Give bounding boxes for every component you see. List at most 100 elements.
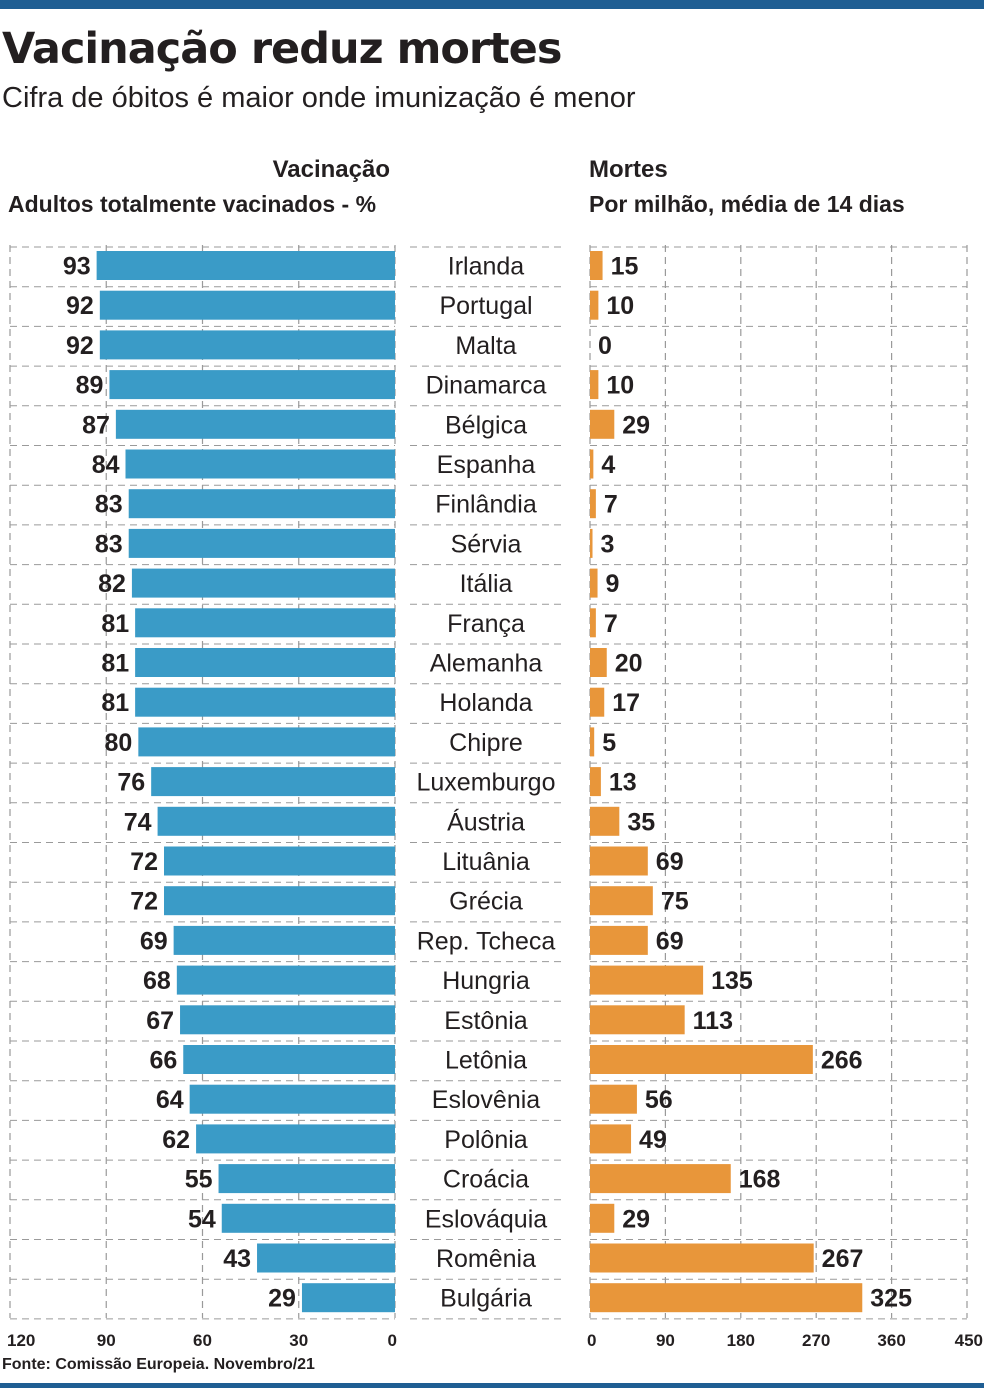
vaccination-bar — [189, 1084, 395, 1114]
deaths-value-label: 10 — [606, 292, 634, 320]
deaths-value-label: 0 — [598, 332, 612, 360]
deaths-value-label: 69 — [656, 848, 684, 876]
vaccination-bar — [218, 1164, 395, 1194]
country-label: Itália — [460, 570, 513, 598]
country-label: Romênia — [436, 1245, 536, 1273]
vaccination-value-label: 68 — [143, 967, 171, 995]
country-label: França — [447, 610, 525, 638]
vaccination-value-label: 29 — [268, 1285, 296, 1313]
vaccination-bar — [109, 370, 395, 400]
deaths-tick-label: 90 — [656, 1331, 675, 1350]
country-label: Estônia — [444, 1007, 527, 1035]
vaccination-value-label: 82 — [98, 570, 126, 598]
deaths-bar — [590, 886, 653, 916]
deaths-bar — [590, 648, 607, 677]
deaths-value-label: 7 — [604, 610, 618, 638]
country-label: Holanda — [439, 689, 532, 717]
deaths-value-label: 35 — [627, 808, 655, 836]
deaths-value-label: 10 — [606, 372, 634, 400]
deaths-value-label: 69 — [656, 927, 684, 955]
deaths-value-label: 29 — [622, 411, 650, 439]
country-label: Bélgica — [445, 411, 527, 439]
deaths-value-label: 3 — [601, 530, 615, 558]
chart-title: Vacinação reduz mortes — [2, 24, 562, 74]
deaths-value-label: 49 — [639, 1126, 667, 1154]
deaths-value-label: 168 — [739, 1166, 781, 1194]
vaccination-value-label: 84 — [92, 451, 120, 479]
deaths-value-label: 9 — [606, 570, 620, 598]
deaths-bar — [590, 489, 596, 519]
vaccination-bar — [99, 330, 395, 360]
country-label: Portugal — [439, 292, 532, 320]
vaccination-tick-label: 60 — [193, 1331, 212, 1350]
deaths-bar — [590, 251, 603, 280]
deaths-bar — [590, 370, 599, 400]
vaccination-bar — [301, 1283, 395, 1313]
deaths-value-label: 113 — [693, 1007, 733, 1035]
vaccination-value-label: 81 — [101, 689, 129, 717]
vaccination-bar — [131, 568, 395, 598]
country-label: Eslováquia — [425, 1205, 547, 1233]
country-label: Sérvia — [451, 530, 522, 558]
vaccination-value-label: 72 — [130, 888, 158, 916]
deaths-bar — [590, 925, 648, 955]
deaths-value-label: 325 — [870, 1285, 912, 1313]
deaths-bar — [590, 1283, 863, 1313]
vaccination-bar — [99, 290, 395, 320]
top-accent-bar — [0, 0, 984, 9]
vaccination-bar — [138, 727, 396, 757]
deaths-bar — [590, 1164, 731, 1194]
country-label: Finlândia — [435, 491, 537, 519]
deaths-bar — [590, 1203, 615, 1233]
vaccination-bar — [173, 925, 395, 955]
deaths-bar — [590, 290, 599, 320]
country-label: Croácia — [443, 1166, 529, 1194]
country-label: Malta — [455, 332, 516, 360]
deaths-value-label: 4 — [601, 451, 615, 479]
bottom-accent-bar — [0, 1383, 984, 1388]
vaccination-tick-label: 0 — [388, 1331, 397, 1350]
vaccination-value-label: 87 — [82, 411, 110, 439]
vaccination-bar — [128, 489, 396, 519]
country-label: Dinamarca — [426, 372, 547, 400]
vaccination-value-label: 74 — [124, 808, 152, 836]
vaccination-tick-label: 120 — [7, 1331, 35, 1350]
vaccination-value-label: 83 — [95, 491, 123, 519]
chart-subtitle: Cifra de óbitos é maior onde imunização … — [2, 82, 636, 114]
country-label: Áustria — [447, 807, 525, 836]
vaccination-bar — [135, 608, 395, 638]
deaths-panel-subtitle: Por milhão, média de 14 dias — [589, 191, 905, 217]
deaths-bar — [590, 806, 620, 836]
vaccination-bar — [96, 251, 395, 280]
vaccination-value-label: 80 — [105, 729, 133, 757]
vaccination-value-label: 89 — [76, 372, 104, 400]
vaccination-value-label: 54 — [188, 1205, 216, 1233]
deaths-value-label: 20 — [615, 650, 643, 678]
deaths-value-label: 5 — [602, 729, 616, 757]
vaccination-value-label: 55 — [185, 1166, 213, 1194]
deaths-bar — [590, 608, 596, 638]
country-label: Polônia — [444, 1126, 527, 1154]
deaths-bar — [590, 846, 648, 876]
deaths-value-label: 266 — [821, 1047, 863, 1075]
vaccination-bar — [128, 528, 396, 558]
country-label: Letônia — [445, 1047, 527, 1075]
deaths-bar — [590, 528, 593, 558]
country-label: Grécia — [449, 888, 523, 916]
vaccination-panel-subtitle: Adultos totalmente vacinados - % — [8, 191, 377, 217]
deaths-tick-label: 180 — [727, 1331, 755, 1350]
deaths-bar — [590, 1045, 813, 1074]
deaths-bar — [590, 449, 594, 479]
source-note: Fonte: Comissão Europeia. Novembro/21 — [2, 1356, 315, 1373]
vaccination-value-label: 92 — [66, 292, 94, 320]
country-label: Irlanda — [448, 253, 525, 281]
country-label: Luxemburgo — [417, 769, 556, 797]
vaccination-tick-label: 30 — [289, 1331, 308, 1350]
vaccination-bar — [221, 1203, 395, 1233]
deaths-bar — [590, 687, 605, 717]
deaths-tick-label: 270 — [802, 1331, 830, 1350]
country-label: Rep. Tcheca — [417, 927, 556, 955]
deaths-bar — [590, 767, 601, 797]
deaths-bar — [590, 1243, 814, 1273]
deaths-bar — [590, 1005, 685, 1035]
